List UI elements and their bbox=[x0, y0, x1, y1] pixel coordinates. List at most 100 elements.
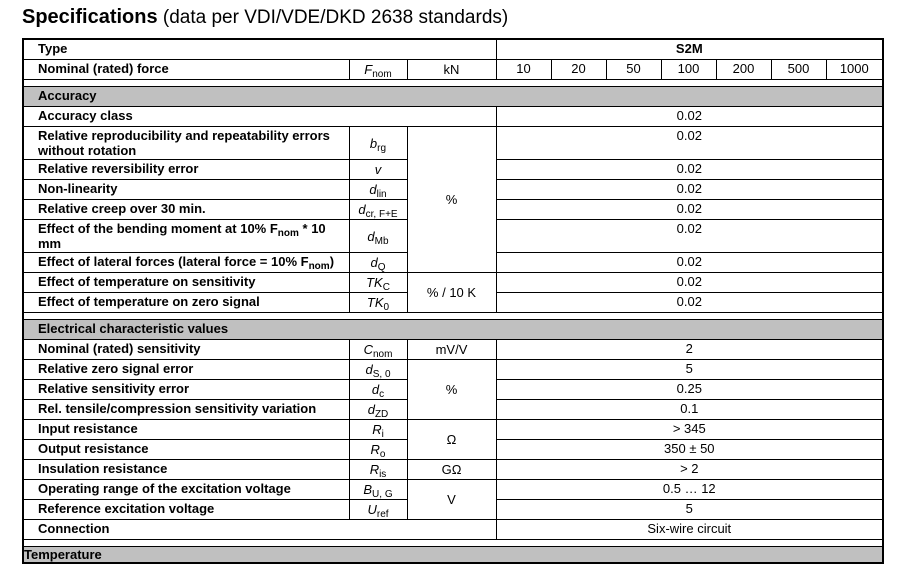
symbol-base: b bbox=[369, 135, 378, 151]
label-text: Relative reversibility error bbox=[38, 161, 199, 176]
spec-symbol: Ro bbox=[348, 439, 408, 460]
spec-symbol: Uref bbox=[348, 499, 408, 520]
type-row: Type S2M bbox=[22, 38, 884, 60]
spec-label: Rel. tensile/compression sensitivity var… bbox=[22, 399, 350, 420]
spec-row: Effect of the bending moment at 10% Fnom… bbox=[22, 219, 884, 253]
nominal-force-value: 500 bbox=[770, 59, 827, 80]
spec-row: Accuracy class 0.02 bbox=[22, 106, 884, 127]
symbol-base: d bbox=[358, 202, 366, 217]
label-subscript: nom bbox=[308, 261, 330, 272]
spec-value: 0.02 bbox=[495, 199, 884, 220]
spec-row: Relative reproducibility and repeatabili… bbox=[22, 126, 884, 273]
spec-value: 0.25 bbox=[495, 379, 884, 400]
spec-symbol: TKC bbox=[348, 272, 408, 293]
symbol-base: R bbox=[370, 442, 380, 457]
specifications-table: Type S2M Nominal (rated) force Fnom kN 1… bbox=[22, 38, 885, 564]
section-header: Accuracy bbox=[22, 86, 884, 107]
spec-symbol: Ris bbox=[348, 459, 408, 480]
page-title: Specifications (data per VDI/VDE/DKD 263… bbox=[22, 6, 508, 29]
spec-label: Relative sensitivity error bbox=[22, 379, 350, 400]
spec-label: Nominal (rated) sensitivity bbox=[22, 339, 350, 360]
symbol-base: R bbox=[369, 462, 380, 477]
symbol-subscript: i bbox=[381, 429, 384, 440]
symbol-subscript: Mb bbox=[374, 235, 389, 247]
spec-unit: % bbox=[406, 359, 497, 420]
label-subscript: nom bbox=[277, 228, 299, 239]
spec-symbol: dMb bbox=[348, 219, 408, 253]
spec-symbol: dlin bbox=[348, 179, 408, 200]
spec-label: Insulation resistance bbox=[22, 459, 350, 480]
spec-symbol: TK0 bbox=[348, 292, 408, 313]
nominal-force-value: 10 bbox=[495, 59, 552, 80]
spec-value: 0.1 bbox=[495, 399, 884, 420]
label-text: Effect of lateral forces (lateral force … bbox=[38, 254, 309, 269]
label-text: Relative zero signal error bbox=[38, 361, 194, 376]
label-text: Rel. tensile/compression sensitivity var… bbox=[38, 401, 317, 416]
section-title: Accuracy bbox=[22, 86, 884, 107]
spec-symbol: dZD bbox=[348, 399, 408, 420]
spec-value: 0.02 bbox=[495, 292, 884, 313]
nominal-force-value: 50 bbox=[605, 59, 662, 80]
spec-row: Input resistance Ri Ω > 345 bbox=[22, 419, 884, 460]
section-title: Electrical characteristic values bbox=[22, 319, 884, 340]
type-value: S2M bbox=[495, 38, 884, 60]
spec-label: Relative creep over 30 min. bbox=[22, 199, 350, 220]
spec-label: Output resistance bbox=[22, 439, 350, 460]
symbol-base: d bbox=[367, 402, 375, 417]
spec-value: 0.02 bbox=[495, 126, 884, 160]
symbol-base: d bbox=[365, 362, 373, 377]
spec-label: Non-linearity bbox=[22, 179, 350, 200]
nominal-force-value: 100 bbox=[660, 59, 717, 80]
label-text: Operating range of the excitation voltag… bbox=[38, 481, 291, 496]
spec-symbol: dS, 0 bbox=[348, 359, 408, 380]
spec-row: Relative creep over 30 min. dcr, F+E 0.02 bbox=[22, 199, 884, 220]
symbol-subscript: cr, F+E bbox=[365, 209, 398, 220]
nominal-force-value: 200 bbox=[715, 59, 772, 80]
spec-row: Connection Six-wire circuit bbox=[22, 519, 884, 540]
spec-symbol: dc bbox=[348, 379, 408, 400]
spec-value: 0.02 bbox=[495, 219, 884, 253]
symbol-base: d bbox=[367, 228, 375, 244]
symbol-subscript: Q bbox=[377, 262, 386, 273]
label-text: Nominal (rated) sensitivity bbox=[38, 341, 201, 356]
label-text: ) bbox=[329, 254, 335, 269]
symbol-base: R bbox=[372, 422, 382, 437]
spec-label: Accuracy class bbox=[22, 106, 497, 127]
spacer-cell bbox=[22, 79, 884, 87]
spec-value: 0.02 bbox=[495, 179, 884, 200]
spec-row: Nominal (rated) sensitivity Cnom mV/V 2 bbox=[22, 339, 884, 360]
symbol-base: d bbox=[370, 255, 378, 270]
spec-row: Rel. tensile/compression sensitivity var… bbox=[22, 399, 884, 420]
section-header: Electrical characteristic values bbox=[22, 319, 884, 340]
symbol-subscript: U, G bbox=[372, 489, 393, 500]
title-subtitle: (data per VDI/VDE/DKD 2638 standards) bbox=[157, 7, 509, 28]
label-text: Insulation resistance bbox=[38, 461, 168, 476]
spacer-row bbox=[22, 79, 884, 87]
spec-unit: % / 10 K bbox=[406, 272, 497, 313]
spec-symbol: v bbox=[348, 159, 408, 180]
symbol-subscript: rg bbox=[377, 142, 387, 154]
spec-label: Relative reversibility error bbox=[22, 159, 350, 180]
title-bold: Specifications bbox=[22, 6, 158, 28]
label-text: Accuracy class bbox=[38, 108, 133, 123]
section-title: Temperature bbox=[22, 546, 884, 564]
label-text: Relative reproducibility and repeatabili… bbox=[38, 128, 330, 158]
symbol-base: d bbox=[369, 182, 377, 197]
symbol-subscript: lin bbox=[376, 189, 387, 200]
nominal-force-row: Nominal (rated) force Fnom kN 10 20 50 100 2… bbox=[22, 59, 884, 80]
spec-label: Relative reproducibility and repeatabili… bbox=[22, 126, 350, 160]
type-label: Type bbox=[22, 38, 497, 60]
section-header: Temperature bbox=[22, 546, 884, 564]
spec-value: Six-wire circuit bbox=[495, 519, 884, 540]
spec-row: Effect of temperature on sensitivity TKC%… bbox=[22, 272, 884, 313]
spec-row: Reference excitation voltage Uref 5 bbox=[22, 499, 884, 520]
label-text: Input resistance bbox=[38, 421, 138, 436]
spec-value: 0.02 bbox=[495, 106, 884, 127]
symbol-subscript: is bbox=[379, 469, 387, 480]
label-text: Effect of temperature on zero signal bbox=[38, 294, 260, 309]
spec-row: Relative zero signal error dS, 0% 5 bbox=[22, 359, 884, 420]
label-text: Effect of the bending moment at 10% F bbox=[38, 221, 278, 236]
symbol-subscript: 0 bbox=[383, 302, 390, 313]
symbol-base: U bbox=[367, 502, 377, 517]
spec-value: 5 bbox=[495, 499, 884, 520]
